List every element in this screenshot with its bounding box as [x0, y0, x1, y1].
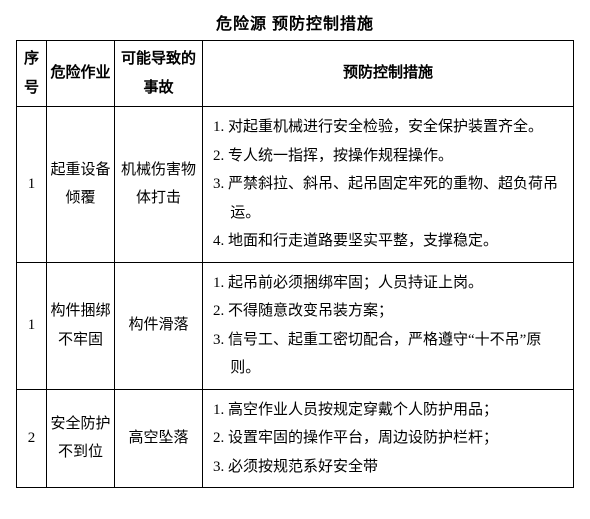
table-row: 1构件捆绑不牢固构件滑落1. 起吊前必须捆绑牢固；人员持证上岗。2. 不得随意改… [17, 262, 574, 389]
measure-line: 4. 地面和行走道路要坚实平整，支撑稳定。 [213, 227, 565, 256]
measure-line: 3. 严禁斜拉、斜吊、起吊固定牢死的重物、超负荷吊运。 [213, 170, 565, 227]
col-header-accident: 可能导致的事故 [115, 41, 203, 107]
measure-line: 2. 专人统一指挥，按操作规程操作。 [213, 142, 565, 171]
cell-op: 构件捆绑不牢固 [47, 262, 115, 389]
measure-line: 1. 对起重机械进行安全检验，安全保护装置齐全。 [213, 113, 565, 142]
cell-seq: 1 [17, 262, 47, 389]
cell-accident: 机械伤害物体打击 [115, 107, 203, 263]
cell-op: 安全防护不到位 [47, 389, 115, 488]
measure-line: 2. 不得随意改变吊装方案； [213, 297, 565, 326]
cell-seq: 2 [17, 389, 47, 488]
cell-measures: 1. 起吊前必须捆绑牢固；人员持证上岗。2. 不得随意改变吊装方案；3. 信号工… [203, 262, 574, 389]
table-row: 1起重设备倾覆机械伤害物体打击1. 对起重机械进行安全检验，安全保护装置齐全。2… [17, 107, 574, 263]
table-header-row: 序号 危险作业 可能导致的事故 预防控制措施 [17, 41, 574, 107]
measure-line: 2. 设置牢固的操作平台，周边设防护栏杆； [213, 424, 565, 453]
cell-measures: 1. 高空作业人员按规定穿戴个人防护用品；2. 设置牢固的操作平台，周边设防护栏… [203, 389, 574, 488]
cell-op: 起重设备倾覆 [47, 107, 115, 263]
cell-seq: 1 [17, 107, 47, 263]
measure-line: 3. 必须按规范系好安全带 [213, 453, 565, 482]
col-header-seq: 序号 [17, 41, 47, 107]
cell-accident: 高空坠落 [115, 389, 203, 488]
col-header-measures: 预防控制措施 [203, 41, 574, 107]
col-header-op: 危险作业 [47, 41, 115, 107]
measure-line: 1. 起吊前必须捆绑牢固；人员持证上岗。 [213, 269, 565, 298]
measure-line: 3. 信号工、起重工密切配合，严格遵守“十不吊”原则。 [213, 326, 565, 383]
measure-line: 1. 高空作业人员按规定穿戴个人防护用品； [213, 396, 565, 425]
hazard-table: 序号 危险作业 可能导致的事故 预防控制措施 1起重设备倾覆机械伤害物体打击1.… [16, 40, 574, 488]
cell-accident: 构件滑落 [115, 262, 203, 389]
table-row: 2安全防护不到位高空坠落1. 高空作业人员按规定穿戴个人防护用品；2. 设置牢固… [17, 389, 574, 488]
table-body: 1起重设备倾覆机械伤害物体打击1. 对起重机械进行安全检验，安全保护装置齐全。2… [17, 107, 574, 488]
page-title: 危险源 预防控制措施 [16, 10, 574, 34]
cell-measures: 1. 对起重机械进行安全检验，安全保护装置齐全。2. 专人统一指挥，按操作规程操… [203, 107, 574, 263]
